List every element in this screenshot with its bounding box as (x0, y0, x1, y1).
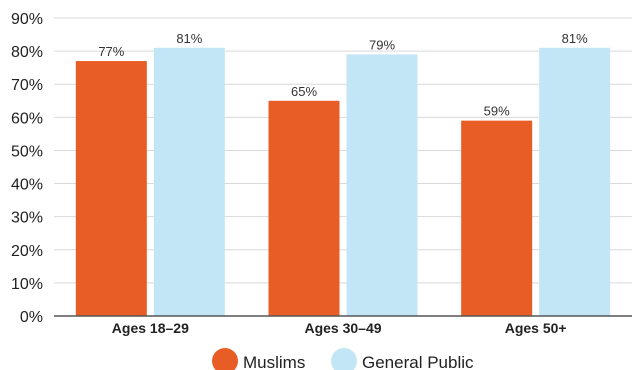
data-labels: 77% 81% 65% 79% 59% 81% (98, 31, 588, 119)
bar-general-public (539, 47, 611, 317)
y-tick-label: 0% (20, 309, 43, 326)
gridlines (54, 17, 632, 284)
y-tick-label: 30% (11, 210, 43, 227)
bar-general-public (346, 54, 418, 317)
data-label: 79% (369, 37, 395, 52)
y-tick-label: 40% (11, 177, 43, 194)
data-label: 81% (176, 31, 202, 46)
data-label: 77% (98, 44, 124, 59)
y-axis: 0% 10% 20% 30% 40% 50% 60% 70% 80% 90% (11, 11, 43, 326)
bars (75, 47, 611, 317)
y-tick-label: 80% (11, 44, 43, 61)
x-axis: Ages 18–29 Ages 30–49 Ages 50+ (54, 315, 632, 336)
legend-swatch-general-public (331, 348, 357, 370)
legend-label: General Public (362, 353, 474, 370)
x-category-label: Ages 30–49 (304, 320, 381, 336)
y-tick-label: 70% (11, 77, 43, 94)
y-tick-label: 10% (11, 276, 43, 293)
legend: Muslims General Public (212, 348, 474, 370)
legend-swatch-muslims (212, 348, 238, 370)
data-label: 59% (484, 104, 510, 119)
legend-label: Muslims (243, 353, 305, 370)
y-tick-label: 50% (11, 143, 43, 160)
bar-muslims (461, 120, 533, 317)
x-category-label: Ages 50+ (505, 320, 567, 336)
data-label: 65% (291, 84, 317, 99)
y-tick-label: 20% (11, 243, 43, 260)
y-tick-label: 90% (11, 11, 43, 28)
bar-muslims (268, 100, 340, 317)
x-category-label: Ages 18–29 (112, 320, 189, 336)
bar-muslims (75, 61, 147, 316)
data-label: 81% (562, 31, 588, 46)
bar-general-public (153, 47, 225, 317)
y-tick-label: 60% (11, 110, 43, 127)
